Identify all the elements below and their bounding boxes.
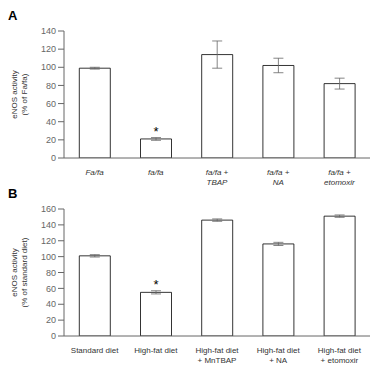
svg-text:80: 80 — [46, 268, 56, 278]
svg-text:fa/fa: fa/fa — [148, 168, 164, 177]
svg-text:High-fat diet+ MnTBAP: High-fat diet+ MnTBAP — [195, 346, 239, 364]
svg-text:*: * — [153, 124, 158, 139]
svg-text:0: 0 — [51, 153, 56, 163]
svg-text:120: 120 — [41, 44, 56, 54]
svg-text:20: 20 — [46, 135, 56, 145]
svg-text:fa/fa +NA: fa/fa +NA — [267, 168, 290, 186]
svg-text:140: 140 — [41, 220, 56, 230]
svg-text:40: 40 — [46, 299, 56, 309]
svg-text:140: 140 — [41, 26, 56, 36]
svg-text:*: * — [153, 277, 158, 292]
svg-text:20: 20 — [46, 315, 56, 325]
svg-text:High-fat diet+ NA: High-fat diet+ NA — [257, 346, 301, 364]
svg-text:Fa/fa: Fa/fa — [85, 168, 104, 177]
svg-text:160: 160 — [41, 204, 56, 214]
svg-text:fa/fa +etomoxir: fa/fa +etomoxir — [324, 168, 355, 186]
svg-text:120: 120 — [41, 236, 56, 246]
svg-text:60: 60 — [46, 284, 56, 294]
svg-text:eNOS activity(% of Fa/fa): eNOS activity(% of Fa/fa) — [10, 70, 29, 118]
svg-text:Standard diet: Standard diet — [71, 346, 119, 355]
svg-text:eNOS activity(% of standard di: eNOS activity(% of standard diet) — [10, 237, 29, 307]
svg-text:0: 0 — [51, 331, 56, 341]
svg-text:High-fat diet: High-fat diet — [134, 346, 178, 355]
svg-text:100: 100 — [41, 62, 56, 72]
svg-text:High-fat diet+ etomoxir: High-fat diet+ etomoxir — [318, 346, 362, 364]
svg-text:80: 80 — [46, 81, 56, 91]
svg-text:fa/fa +TBAP: fa/fa +TBAP — [206, 168, 229, 186]
html-text:B: B — [8, 186, 18, 201]
svg-text:100: 100 — [41, 252, 56, 262]
svg-text:60: 60 — [46, 99, 56, 109]
html-text:A: A — [8, 8, 18, 23]
svg-text:40: 40 — [46, 117, 56, 127]
